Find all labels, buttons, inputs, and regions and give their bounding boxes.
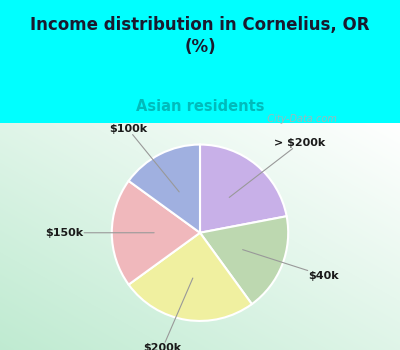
Wedge shape: [200, 216, 288, 304]
Text: $40k: $40k: [243, 250, 339, 281]
Text: Asian residents: Asian residents: [136, 99, 264, 114]
Wedge shape: [112, 181, 200, 285]
Text: $150k: $150k: [46, 228, 154, 238]
Text: City-Data.com: City-Data.com: [261, 114, 337, 124]
Wedge shape: [129, 233, 252, 321]
Wedge shape: [200, 145, 287, 233]
Text: > $200k: > $200k: [229, 138, 326, 197]
Text: $200k: $200k: [144, 278, 193, 350]
Text: Income distribution in Cornelius, OR
(%): Income distribution in Cornelius, OR (%): [30, 16, 370, 56]
Wedge shape: [129, 145, 200, 233]
Text: $100k: $100k: [109, 124, 179, 192]
